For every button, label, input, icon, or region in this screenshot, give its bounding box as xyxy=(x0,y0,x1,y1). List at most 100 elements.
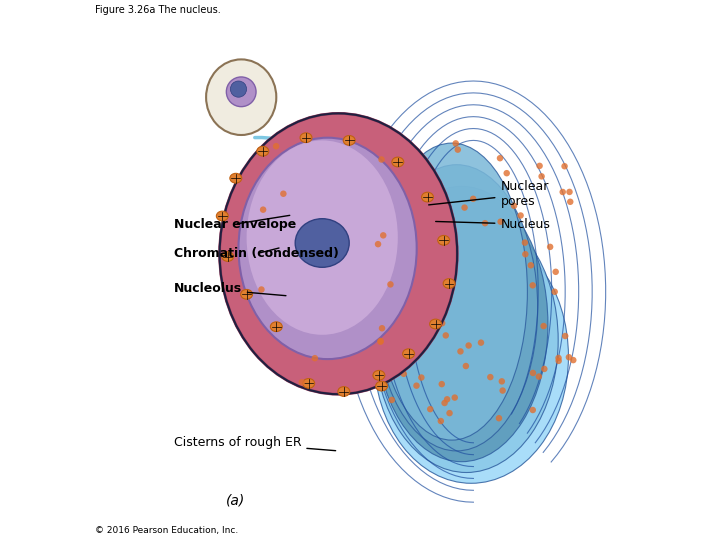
Circle shape xyxy=(437,268,444,274)
Circle shape xyxy=(398,136,405,142)
Circle shape xyxy=(496,415,503,421)
Ellipse shape xyxy=(343,136,355,145)
Circle shape xyxy=(427,406,433,413)
Circle shape xyxy=(487,374,494,380)
Ellipse shape xyxy=(338,387,350,396)
Circle shape xyxy=(530,370,536,376)
Ellipse shape xyxy=(270,322,282,332)
Circle shape xyxy=(427,302,433,308)
Circle shape xyxy=(438,418,444,424)
Circle shape xyxy=(260,206,266,213)
Circle shape xyxy=(500,387,506,394)
Ellipse shape xyxy=(246,140,397,335)
Circle shape xyxy=(387,281,394,288)
Ellipse shape xyxy=(375,186,548,462)
Circle shape xyxy=(555,355,562,361)
Ellipse shape xyxy=(300,133,312,143)
Ellipse shape xyxy=(374,230,569,483)
Ellipse shape xyxy=(222,252,233,261)
Circle shape xyxy=(413,382,420,389)
Circle shape xyxy=(547,244,554,250)
Ellipse shape xyxy=(220,113,457,394)
Circle shape xyxy=(312,355,318,361)
Circle shape xyxy=(380,232,387,239)
Circle shape xyxy=(438,381,445,387)
Circle shape xyxy=(400,370,407,377)
Text: Chromatin (condensed): Chromatin (condensed) xyxy=(174,247,338,260)
Circle shape xyxy=(407,282,413,288)
Circle shape xyxy=(555,357,562,364)
Circle shape xyxy=(536,373,542,380)
Circle shape xyxy=(418,374,425,381)
Circle shape xyxy=(503,170,510,177)
Circle shape xyxy=(510,202,517,209)
Circle shape xyxy=(280,191,287,197)
Circle shape xyxy=(552,268,559,275)
Circle shape xyxy=(439,320,446,327)
Ellipse shape xyxy=(230,173,242,183)
Circle shape xyxy=(395,172,401,178)
Circle shape xyxy=(387,141,394,147)
Circle shape xyxy=(444,396,450,402)
Circle shape xyxy=(406,217,413,224)
Circle shape xyxy=(452,140,459,147)
Ellipse shape xyxy=(217,211,228,221)
Circle shape xyxy=(378,156,384,163)
Circle shape xyxy=(536,163,543,169)
Ellipse shape xyxy=(392,157,404,167)
Circle shape xyxy=(379,325,385,332)
Circle shape xyxy=(529,282,536,288)
Text: © 2016 Pearson Education, Inc.: © 2016 Pearson Education, Inc. xyxy=(95,525,238,535)
Ellipse shape xyxy=(438,235,449,245)
Ellipse shape xyxy=(295,219,349,267)
Circle shape xyxy=(385,277,392,284)
Circle shape xyxy=(465,342,472,349)
Circle shape xyxy=(411,284,418,290)
Circle shape xyxy=(559,189,566,195)
Circle shape xyxy=(482,220,488,226)
Circle shape xyxy=(396,147,402,153)
Circle shape xyxy=(522,251,528,258)
Ellipse shape xyxy=(376,381,387,391)
Text: Nuclear envelope: Nuclear envelope xyxy=(174,215,296,231)
Circle shape xyxy=(562,163,568,170)
Circle shape xyxy=(522,239,528,246)
Ellipse shape xyxy=(376,165,538,451)
Text: Nuclear
pores: Nuclear pores xyxy=(428,180,549,208)
Text: Cisterns of rough ER: Cisterns of rough ER xyxy=(174,436,336,451)
Text: Figure 3.26a The nucleus.: Figure 3.26a The nucleus. xyxy=(95,5,221,16)
Circle shape xyxy=(390,240,396,246)
Circle shape xyxy=(552,288,558,295)
Ellipse shape xyxy=(430,319,441,329)
Circle shape xyxy=(377,338,384,344)
Ellipse shape xyxy=(422,192,433,202)
Circle shape xyxy=(529,407,536,413)
Circle shape xyxy=(258,286,265,293)
Circle shape xyxy=(541,323,547,329)
Circle shape xyxy=(392,332,399,339)
Ellipse shape xyxy=(374,208,558,472)
Circle shape xyxy=(421,276,428,282)
Circle shape xyxy=(394,346,400,353)
Ellipse shape xyxy=(238,138,417,359)
Circle shape xyxy=(498,378,505,384)
Ellipse shape xyxy=(373,370,385,380)
Text: (a): (a) xyxy=(226,494,246,508)
Circle shape xyxy=(443,332,449,339)
Circle shape xyxy=(539,173,545,180)
Circle shape xyxy=(390,159,397,165)
Circle shape xyxy=(462,204,468,211)
Circle shape xyxy=(389,397,395,403)
Circle shape xyxy=(230,81,246,97)
Circle shape xyxy=(566,188,572,195)
Ellipse shape xyxy=(206,59,276,135)
Text: Nucleolus: Nucleolus xyxy=(174,282,286,296)
Ellipse shape xyxy=(257,146,269,156)
Circle shape xyxy=(441,400,448,406)
Circle shape xyxy=(567,199,574,205)
Circle shape xyxy=(428,212,435,219)
Circle shape xyxy=(273,143,279,150)
Circle shape xyxy=(570,357,577,363)
Circle shape xyxy=(518,212,524,219)
Circle shape xyxy=(406,328,413,335)
